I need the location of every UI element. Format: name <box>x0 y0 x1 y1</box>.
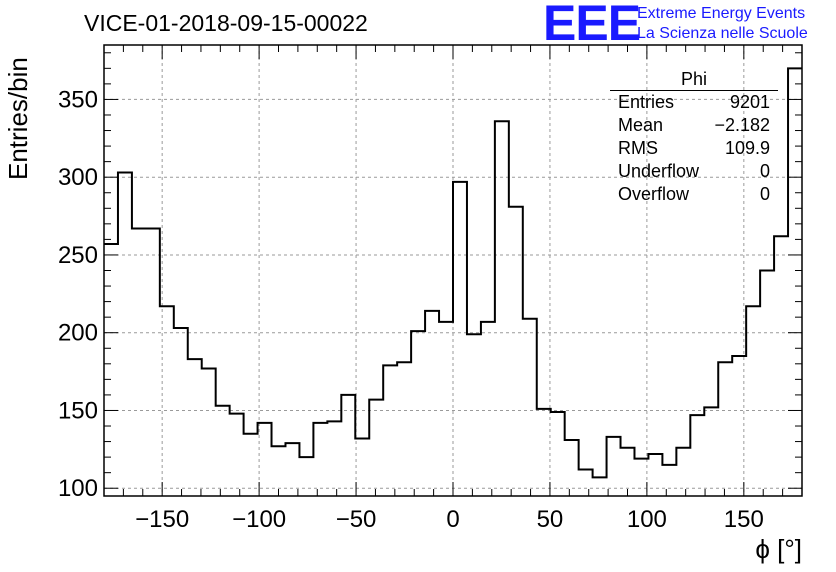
stats-row-underflow: Underflow 0 <box>610 160 778 183</box>
x-axis-label: ϕ [°] <box>755 534 802 564</box>
stats-row-mean: Mean −2.182 <box>610 114 778 137</box>
x-tick-label: 50 <box>537 506 564 533</box>
logo-caption-line-2: La Scienza nelle Scuole <box>637 25 808 42</box>
axis-ticks <box>103 45 803 496</box>
x-tick-label: −100 <box>232 506 286 533</box>
x-tick-label: 150 <box>724 506 764 533</box>
x-tick-label: −50 <box>336 506 377 533</box>
stats-value: 0 <box>759 184 770 204</box>
stats-value: 0 <box>759 161 770 181</box>
stats-row-rms: RMS 109.9 <box>610 137 778 160</box>
axis-tick-labels: −150 −100 −50 0 50 100 150 100 150 200 250 300 350 <box>58 86 764 533</box>
stats-value: 109.9 <box>724 138 770 158</box>
y-tick-label: 100 <box>58 475 98 502</box>
logo-caption: Extreme Energy Events La Scienza nelle S… <box>637 4 808 44</box>
stats-box-title: Phi <box>610 68 778 91</box>
y-tick-label: 350 <box>58 86 98 113</box>
y-axis-label: Entries/bin <box>3 57 33 180</box>
y-tick-label: 300 <box>58 164 98 191</box>
eee-logo: EEE <box>543 0 641 51</box>
stats-row-entries: Entries 9201 <box>610 91 778 114</box>
logo-caption-line-1: Extreme Energy Events <box>637 5 806 22</box>
stats-label: Entries <box>618 92 675 112</box>
stats-box: Phi Entries 9201 Mean −2.182 RMS 109.9 U… <box>610 68 778 206</box>
stats-value: 9201 <box>729 92 770 112</box>
stats-label: Mean <box>618 115 664 135</box>
stats-label: Underflow <box>618 161 700 181</box>
y-tick-label: 250 <box>58 242 98 269</box>
stats-row-overflow: Overflow 0 <box>610 183 778 206</box>
histogram-series <box>104 67 802 479</box>
x-tick-label: 0 <box>446 506 459 533</box>
y-tick-label: 150 <box>58 397 98 424</box>
x-tick-label: −150 <box>135 506 189 533</box>
stats-label: RMS <box>618 138 658 158</box>
x-tick-label: 100 <box>627 506 667 533</box>
chart-title: VICE-01-2018-09-15-00022 <box>84 10 368 36</box>
y-tick-label: 200 <box>58 320 98 347</box>
stats-label: Overflow <box>618 184 690 204</box>
stats-value: −2.182 <box>714 115 770 135</box>
